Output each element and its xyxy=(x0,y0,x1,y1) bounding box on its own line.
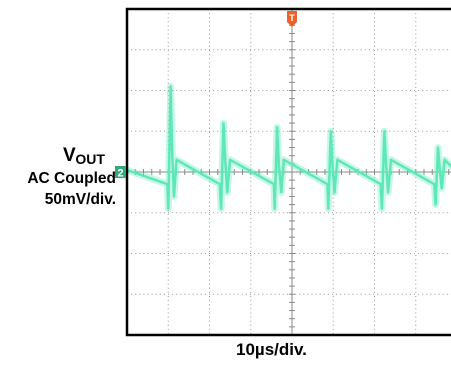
y-axis-signal-subscript: OUT xyxy=(75,151,105,167)
y-axis-signal-label: VOUT xyxy=(63,145,105,167)
x-axis-scale-label: 10µs/div. xyxy=(236,340,307,359)
trace-line xyxy=(126,85,451,210)
markers: 2T xyxy=(115,11,297,180)
trigger-marker xyxy=(287,11,297,27)
trace xyxy=(125,82,451,213)
ground-marker xyxy=(115,166,126,178)
plot-border xyxy=(125,7,451,337)
ground-marker-label: 2 xyxy=(117,168,123,180)
y-axis-scale-label: 50mV/div. xyxy=(44,191,116,208)
y-axis-signal-name: V xyxy=(63,145,76,166)
trigger-marker-label: T xyxy=(289,13,295,23)
grid xyxy=(127,9,451,335)
y-axis-coupling-label: AC Coupled xyxy=(27,170,116,187)
